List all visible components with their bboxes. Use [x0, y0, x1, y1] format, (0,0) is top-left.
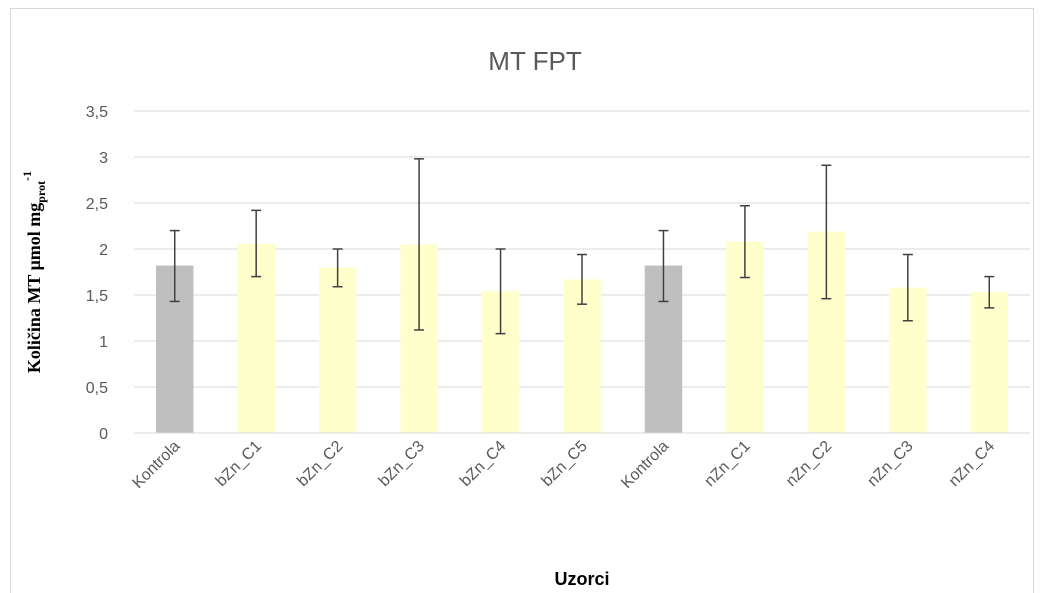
- error-bar: [821, 164, 832, 300]
- x-tick-label: Kontrola: [129, 438, 183, 492]
- x-tick-label: bZn_C1: [213, 438, 265, 490]
- y-tick-label: 2,5: [86, 196, 108, 213]
- x-tick-label: nZn_C2: [783, 438, 835, 490]
- x-tick-label: Kontrola: [618, 438, 672, 492]
- x-tick-label: nZn_C4: [946, 438, 998, 490]
- chart-frame: [10, 8, 1034, 593]
- chart-title: MT FPT: [488, 46, 582, 76]
- y-tick-label: 3,5: [86, 104, 108, 121]
- y-tick-label: 0: [99, 426, 108, 443]
- bar: [563, 279, 601, 433]
- y-axis-label-subscript: prot: [34, 181, 48, 203]
- x-tick-label: bZn_C2: [294, 438, 346, 490]
- bar: [318, 267, 357, 433]
- error-bar: [902, 253, 913, 322]
- bar: [970, 292, 1009, 433]
- x-tick-label: nZn_C3: [864, 438, 916, 490]
- error-bar: [251, 209, 262, 278]
- error-bar: [495, 248, 506, 335]
- y-tick-label: 3: [99, 150, 108, 167]
- x-axis-ticks: Kontrola bZn_C1 bZn_C2 bZn_C3 bZn_C4 bZn_C5 Ko…: [129, 438, 998, 492]
- error-bar: [658, 229, 669, 303]
- bars: [155, 231, 1009, 433]
- error-bars: [169, 158, 995, 335]
- y-tick-label: 0,5: [86, 380, 108, 397]
- error-bar: [414, 158, 425, 331]
- error-bar: [169, 229, 180, 303]
- x-tick-label: bZn_C5: [539, 438, 591, 490]
- y-tick-label: 1,5: [86, 288, 108, 305]
- x-tick-label: nZn_C1: [701, 438, 753, 490]
- y-axis-label-main: Količina MT μmol mg: [24, 203, 44, 373]
- y-axis-label-superscript: -1: [20, 171, 34, 181]
- x-axis-label: Uzorci: [554, 569, 609, 589]
- y-axis-label: Količina MT μmol mgprot-1: [20, 171, 48, 373]
- error-bar: [984, 275, 995, 309]
- x-tick-label: bZn_C3: [376, 438, 428, 490]
- y-tick-label: 2: [99, 242, 108, 259]
- error-bar: [332, 248, 343, 288]
- x-tick-label: bZn_C4: [457, 438, 509, 490]
- y-tick-label: 1: [99, 334, 108, 351]
- error-bar: [739, 205, 750, 279]
- y-axis-ticks: 0 0,5 1 1,5 2 2,5 3 3,5: [86, 104, 108, 443]
- error-bar: [577, 253, 587, 305]
